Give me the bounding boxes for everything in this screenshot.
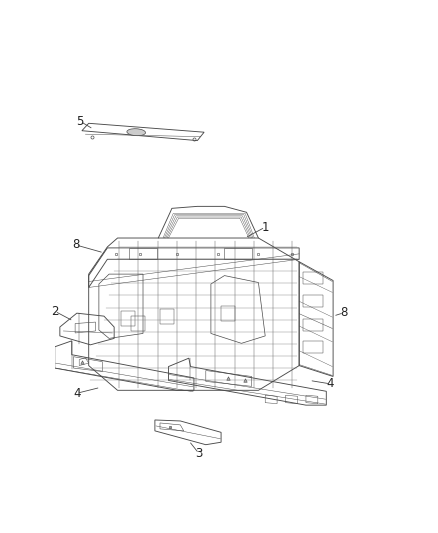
Text: 8: 8 bbox=[340, 306, 348, 319]
Text: 3: 3 bbox=[195, 447, 203, 460]
Text: 1: 1 bbox=[261, 221, 269, 233]
Text: 4: 4 bbox=[327, 377, 334, 390]
Text: 2: 2 bbox=[51, 305, 59, 318]
Text: 8: 8 bbox=[72, 238, 79, 252]
Text: 5: 5 bbox=[77, 115, 84, 128]
Ellipse shape bbox=[127, 128, 145, 136]
Text: 4: 4 bbox=[73, 387, 81, 400]
